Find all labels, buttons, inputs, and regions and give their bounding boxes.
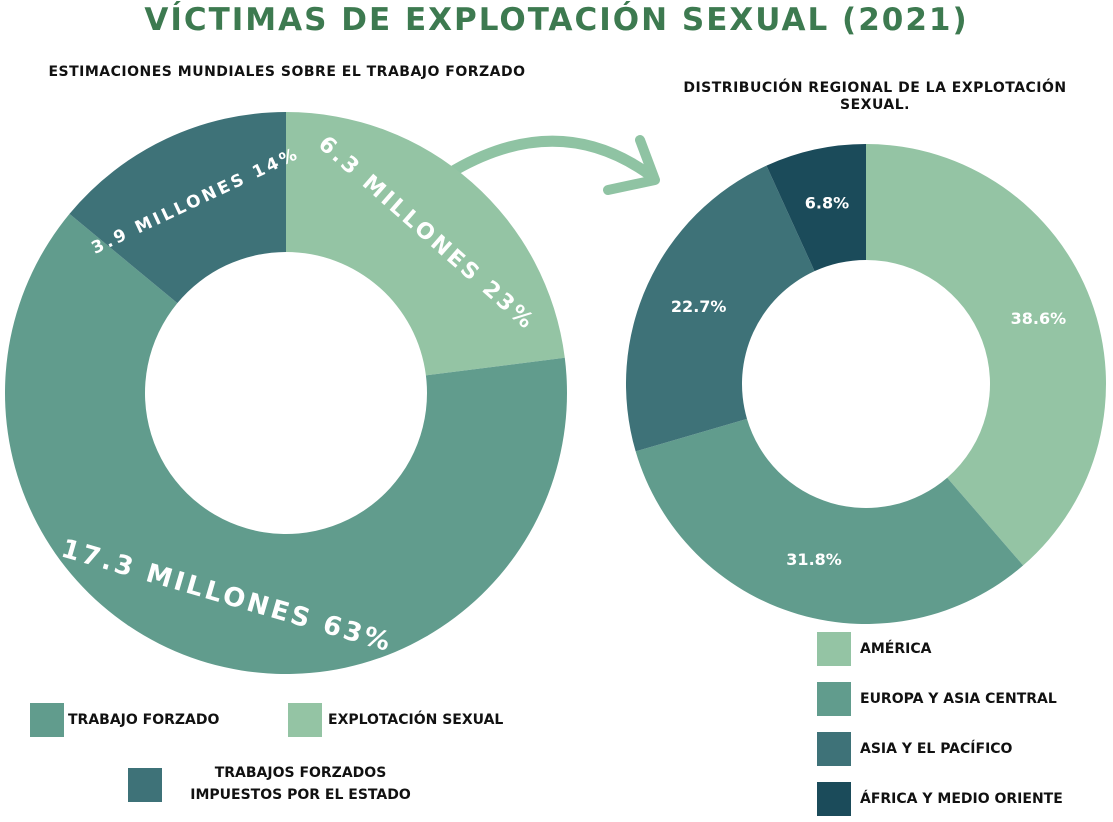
value-label: 38.6%: [1011, 309, 1067, 328]
donut-slice: [286, 112, 565, 376]
legend-label: TRABAJO FORZADO: [68, 712, 220, 728]
value-label: 22.7%: [671, 297, 727, 316]
legend-swatch: [30, 703, 64, 737]
legend-label: ASIA Y EL PACÍFICO: [860, 741, 1013, 757]
legend-swatch: [817, 682, 851, 716]
donut-slice: [626, 165, 815, 452]
value-label: 6.8%: [805, 194, 849, 213]
chart-title: DISTRIBUCIÓN REGIONAL DE LA EXPLOTACIÓN …: [683, 80, 1067, 113]
title: VÍCTIMAS DE EXPLOTACIÓN SEXUAL (2021): [144, 2, 969, 38]
donut-slice: [69, 112, 286, 304]
arrow: [449, 135, 656, 181]
legend-label: AMÉRICA: [860, 641, 932, 657]
legend-swatch: [817, 632, 851, 666]
legend-swatch: [288, 703, 322, 737]
legend-label: EUROPA Y ASIA CENTRAL: [860, 691, 1057, 707]
legend-swatch: [817, 782, 851, 816]
legend-label: ÁFRICA Y MEDIO ORIENTE: [860, 791, 1063, 807]
donut-slice: [635, 418, 1024, 624]
donut-slice: [4, 213, 568, 675]
legend-label: EXPLOTACIÓN SEXUAL: [328, 712, 504, 728]
legend-swatch: [128, 768, 162, 802]
arrow-head: [603, 135, 660, 195]
legend-swatch: [817, 732, 851, 766]
value-label: 31.8%: [786, 550, 842, 569]
chart-title: ESTIMACIONES MUNDIALES SOBRE EL TRABAJO …: [48, 64, 526, 80]
donut-slice: [766, 144, 866, 272]
legend-label: TRABAJOS FORZADOS IMPUESTOS POR EL ESTAD…: [190, 765, 411, 803]
donut-slice: [866, 144, 1107, 566]
